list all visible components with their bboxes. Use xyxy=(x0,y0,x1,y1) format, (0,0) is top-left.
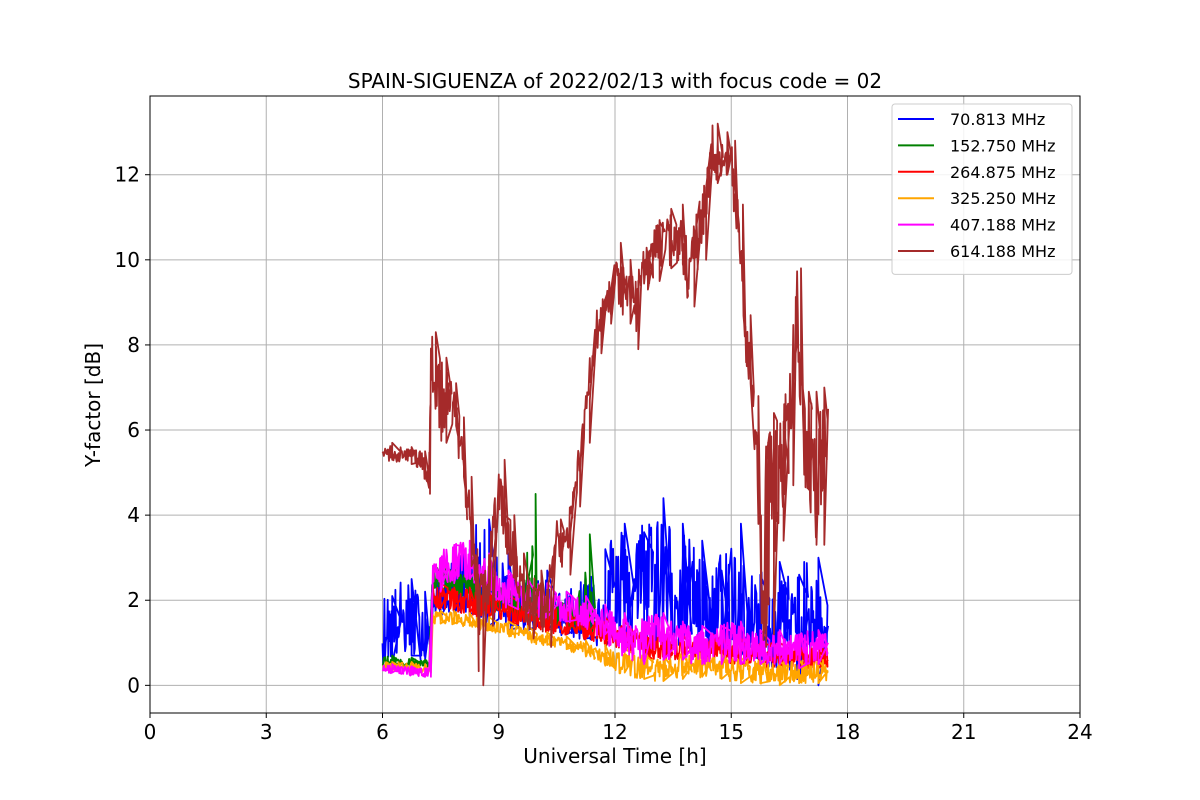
series-4 xyxy=(381,539,829,678)
x-axis-label: Universal Time [h] xyxy=(523,744,706,768)
y-tick-label: 4 xyxy=(127,503,140,527)
y-tick-label: 6 xyxy=(127,418,140,442)
legend-label: 264.875 MHz xyxy=(950,163,1055,182)
legend-label: 152.750 MHz xyxy=(950,136,1055,155)
y-tick-label: 2 xyxy=(127,588,140,612)
x-tick-label: 6 xyxy=(376,720,389,744)
legend-label: 407.188 MHz xyxy=(950,216,1055,235)
y-tick-label: 8 xyxy=(127,333,140,357)
x-tick-label: 0 xyxy=(144,720,157,744)
legend-box xyxy=(891,103,1073,275)
series-line xyxy=(382,610,829,687)
series-5 xyxy=(381,122,829,687)
series-line xyxy=(381,122,829,687)
series-line xyxy=(381,539,829,678)
series-3 xyxy=(382,610,829,687)
legend-label: 325.250 MHz xyxy=(950,189,1055,208)
y-tick-label: 0 xyxy=(127,673,140,697)
y-axis-label: Y-factor [dB] xyxy=(81,343,105,468)
plot-frame xyxy=(149,95,1081,714)
legend-label: 614.188 MHz xyxy=(950,242,1055,261)
legend-label: 70.813 MHz xyxy=(950,110,1045,129)
x-tick-label: 12 xyxy=(602,720,627,744)
x-tick-label: 21 xyxy=(951,720,976,744)
legend: 70.813 MHz 152.750 MHz 264.875 MHz 325.250 … xyxy=(891,103,1073,275)
y-tick-label: 12 xyxy=(115,163,140,187)
x-tick-label: 18 xyxy=(835,720,860,744)
x-tick-label: 24 xyxy=(1067,720,1092,744)
series-layer xyxy=(381,122,829,687)
y-tick-label: 10 xyxy=(115,248,140,272)
chart-title: SPAIN-SIGUENZA of 2022/02/13 with focus … xyxy=(348,69,882,93)
x-tick-label: 3 xyxy=(260,720,273,744)
x-tick-label: 15 xyxy=(719,720,744,744)
x-tick-label: 9 xyxy=(492,720,505,744)
